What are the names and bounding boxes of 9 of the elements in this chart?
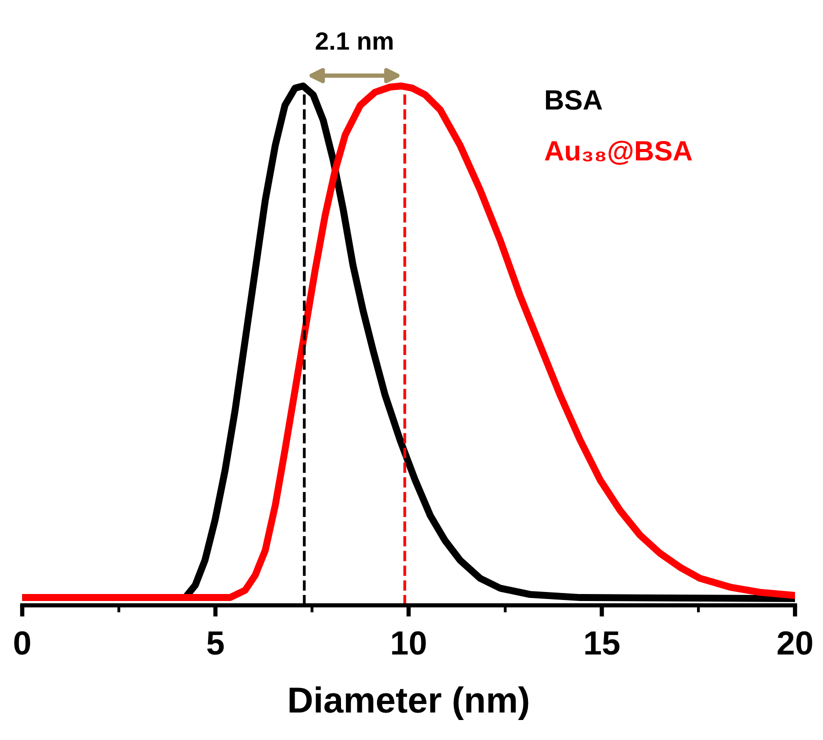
text: Au₃₈@BSA	[544, 140, 692, 165]
text: 2.1 nm	[316, 32, 393, 50]
x-tick-label: 0	[14, 631, 30, 655]
x-tick-label: 15	[585, 632, 620, 655]
x-tick-label: 5	[207, 632, 224, 655]
x-tick-label: 10	[392, 631, 426, 655]
text: BSA	[546, 90, 602, 110]
x-tick-label: 20	[778, 631, 812, 655]
x-axis-title: Diameter (nm)	[290, 686, 528, 720]
